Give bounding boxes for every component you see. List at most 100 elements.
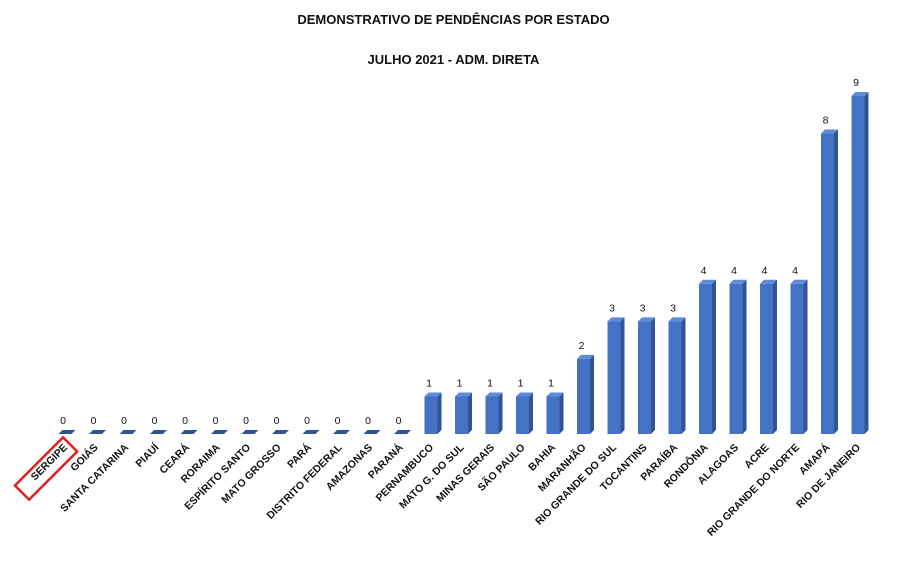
bar-group — [546, 392, 564, 434]
bar-zero — [272, 430, 289, 434]
bar — [516, 396, 529, 434]
bar-zero — [363, 430, 381, 434]
data-label: 3 — [609, 302, 615, 314]
bar-top — [668, 317, 686, 322]
bar-group — [760, 279, 777, 434]
bar — [851, 96, 865, 434]
bar-group — [699, 279, 716, 434]
bar-zero — [241, 430, 259, 434]
data-label: 4 — [731, 265, 737, 277]
bar-group — [607, 317, 625, 434]
bar-group — [211, 430, 228, 434]
data-label: 0 — [396, 415, 402, 427]
bar-side — [529, 392, 533, 434]
data-label: 4 — [762, 265, 768, 277]
bar-group — [302, 430, 320, 434]
bar — [699, 283, 712, 434]
bar-top — [790, 279, 808, 284]
data-label: 0 — [243, 415, 249, 427]
bar-group — [89, 430, 106, 434]
bar-top — [546, 392, 564, 397]
bar-side — [681, 317, 686, 434]
bar-top — [455, 392, 472, 397]
data-label: 1 — [426, 377, 432, 389]
bar-side — [437, 392, 442, 434]
bar-top — [485, 392, 503, 397]
data-label: 2 — [579, 340, 585, 352]
bar-group — [394, 430, 411, 434]
bar-top — [638, 317, 655, 322]
bar-group — [729, 279, 747, 434]
bar-side — [498, 392, 503, 434]
bar-side — [651, 317, 655, 434]
bar — [424, 396, 438, 434]
data-label: 1 — [487, 377, 493, 389]
bar-side — [742, 279, 747, 434]
data-label: 0 — [365, 415, 371, 427]
category-label: PIAUÍ — [133, 440, 163, 470]
bar-top — [821, 129, 838, 134]
bar — [821, 133, 834, 435]
bar-zero — [119, 430, 137, 434]
chart-subtitle: JULHO 2021 - ADM. DIRETA — [367, 52, 540, 67]
bar-group — [790, 279, 808, 434]
bar-group — [668, 317, 686, 434]
bar-group — [272, 430, 289, 434]
bar-zero — [89, 430, 106, 434]
bar-zero — [58, 430, 76, 434]
bar-group — [58, 430, 76, 434]
data-label: 0 — [152, 415, 158, 427]
bar-group — [150, 430, 167, 434]
bar — [729, 283, 743, 434]
bar-group — [241, 430, 259, 434]
bar-group — [333, 430, 350, 434]
bar-zero — [180, 430, 198, 434]
bar-group — [485, 392, 503, 434]
bar-side — [468, 392, 472, 434]
data-label: 3 — [670, 302, 676, 314]
bar — [485, 396, 499, 434]
data-label: 0 — [304, 415, 310, 427]
bar — [638, 321, 651, 434]
bar-zero — [211, 430, 228, 434]
data-label: 0 — [91, 415, 97, 427]
data-label: 0 — [121, 415, 127, 427]
bar-group — [638, 317, 655, 434]
category-label: PARÁ — [284, 441, 314, 471]
bar-group — [455, 392, 472, 434]
bar-zero — [394, 430, 411, 434]
chart-title: DEMONSTRATIVO DE PENDÊNCIAS POR ESTADO — [297, 12, 610, 27]
bar-group — [119, 430, 137, 434]
bar — [760, 283, 773, 434]
bar-top — [516, 392, 533, 397]
bar-group — [821, 129, 838, 435]
data-label: 8 — [823, 115, 829, 127]
data-label: 0 — [274, 415, 280, 427]
data-label: 1 — [457, 377, 463, 389]
bar-side — [864, 92, 869, 434]
bar — [577, 358, 590, 434]
bar-zero — [150, 430, 167, 434]
bar-side — [834, 129, 838, 435]
bar — [607, 321, 621, 434]
data-label: 3 — [640, 302, 646, 314]
data-label: 1 — [548, 377, 554, 389]
bar-top — [729, 279, 747, 284]
bar-group — [516, 392, 533, 434]
bar-side — [559, 392, 564, 434]
bar-side — [590, 354, 594, 434]
bar-side — [803, 279, 808, 434]
bar-side — [712, 279, 716, 434]
bar-group — [180, 430, 198, 434]
bar — [668, 321, 682, 434]
data-label: 0 — [213, 415, 219, 427]
bar-group — [363, 430, 381, 434]
data-label: 0 — [182, 415, 188, 427]
bar-side — [620, 317, 625, 434]
bar-top — [699, 279, 716, 284]
bar-top — [760, 279, 777, 284]
highlight-box — [13, 435, 79, 502]
data-label: 0 — [60, 415, 66, 427]
bar — [455, 396, 468, 434]
